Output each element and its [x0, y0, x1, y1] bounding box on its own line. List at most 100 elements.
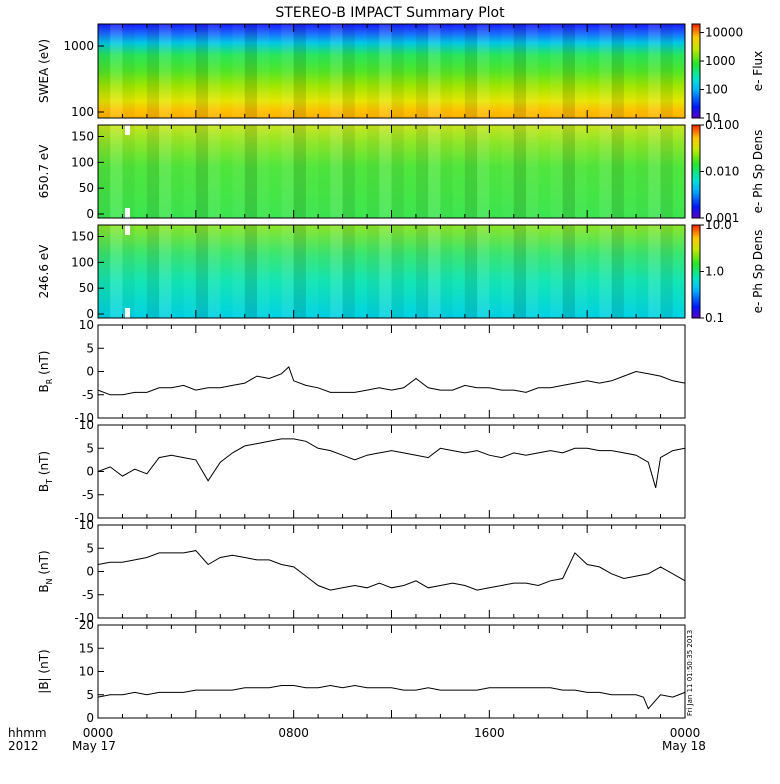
spectrogram-band	[208, 24, 221, 118]
spectrogram-band	[256, 225, 270, 318]
spectrogram-band	[464, 24, 478, 118]
spectrogram-band	[391, 24, 404, 118]
spectrogram-band	[611, 225, 624, 318]
colorbar-label: e- Flux	[751, 51, 765, 91]
spectrogram-band	[367, 225, 380, 318]
spectrogram-band	[562, 125, 575, 218]
data-gap-bottom	[125, 208, 130, 218]
spectrogram-band	[636, 125, 648, 218]
spectrogram-band	[428, 225, 441, 318]
pitch-angle-246-panel: 150 100 50 0 246.6 eV 10.0 1.0 0.1 e- Ph Sp Dens	[37, 218, 765, 325]
spectrogram-band	[489, 225, 501, 318]
spectrogram-band	[587, 125, 599, 218]
colorbar-tick-label: 0.1	[705, 311, 724, 325]
spectrogram-band	[269, 24, 281, 118]
br-panel: 10 5 0 -5 -10 BR (nT)	[37, 318, 686, 425]
spectrogram-band	[513, 225, 527, 318]
spectrogram-band	[122, 225, 135, 318]
spectrogram-band	[98, 24, 111, 118]
x-tick-label: 0000	[670, 726, 701, 740]
spectrogram-band	[306, 125, 318, 218]
spectrogram-band	[208, 125, 221, 218]
spectrogram-band	[453, 225, 465, 318]
x-tick-label: 0000	[83, 726, 114, 740]
spectrogram-band	[256, 125, 270, 218]
spectrogram-band	[624, 225, 636, 318]
y-tick-label: 100	[71, 155, 94, 169]
panel-frame	[97, 324, 686, 419]
y-tick-label: 10	[79, 318, 94, 332]
spectrogram-band	[538, 125, 550, 218]
spectrogram-band	[232, 125, 245, 218]
spectrogram-band	[342, 24, 355, 118]
colorbar-label: e- Ph Sp Dens	[751, 230, 765, 314]
spectrogram-band	[135, 225, 147, 318]
spectrogram-band	[159, 225, 172, 318]
spectrogram-band	[660, 225, 673, 318]
y-axis-label: 246.6 eV	[37, 244, 51, 299]
x-tick-label: 0800	[278, 726, 309, 740]
spectrogram-band	[281, 125, 294, 218]
spectrogram-band	[171, 225, 183, 318]
y-tick-label: 0	[86, 207, 94, 221]
y-axis-label: |B| (nT)	[37, 649, 51, 693]
series-line-bmag	[97, 684, 686, 710]
spectrogram-band	[293, 125, 306, 218]
spectrogram-band	[648, 225, 661, 318]
y-tick-label: 5	[86, 341, 94, 355]
spectrogram-band	[306, 225, 318, 318]
spectrogram-band	[526, 125, 539, 218]
y-tick-label: -5	[82, 488, 94, 502]
spectrogram-band	[415, 125, 429, 218]
spectrogram-band	[538, 225, 550, 318]
spectrogram-band	[281, 225, 294, 318]
spectrogram-band	[477, 125, 490, 218]
spectrogram-band	[550, 225, 563, 318]
series-line-br	[97, 366, 686, 396]
spectrogram-band	[232, 24, 245, 118]
spectrogram-band	[293, 24, 306, 118]
spectrogram-band	[513, 24, 527, 118]
spectrogram-band	[624, 24, 636, 118]
y-tick-label: 100	[71, 105, 94, 119]
colorbar-tick-label: 0.100	[705, 118, 739, 132]
colorbar-swea	[691, 23, 701, 119]
spectrogram-band	[562, 225, 575, 318]
spectrogram-band	[146, 24, 160, 118]
y-tick-label: 50	[79, 281, 94, 295]
spectrogram-band	[660, 24, 673, 118]
spectrogram-band	[208, 225, 221, 318]
colorbar-label: e- Ph Sp Dens	[751, 130, 765, 214]
time-axis: 0000 0800 1600 0000	[83, 726, 701, 740]
y-axis-label: BR (nT)	[37, 351, 54, 393]
spectrogram-band	[146, 125, 160, 218]
spectrogram-band	[220, 24, 232, 118]
spectrogram-band	[599, 125, 612, 218]
spectrogram-band	[330, 125, 343, 218]
spectrogram-image	[98, 125, 685, 218]
plot-title: STEREO-B IMPACT Summary Plot	[275, 5, 505, 21]
y-tick-label: 0	[86, 711, 94, 725]
spectrogram-band	[269, 125, 281, 218]
spectrogram-band	[318, 125, 330, 218]
spectrogram-band	[404, 24, 416, 118]
spectrogram-band	[489, 125, 501, 218]
data-gap-top	[125, 125, 130, 135]
spectrogram-band	[98, 125, 111, 218]
panel-frame	[97, 424, 686, 519]
spectrogram-band	[404, 125, 416, 218]
footer-hhmm: hhmm	[8, 726, 47, 740]
spectrogram-band	[660, 125, 673, 218]
y-tick-label: 0	[86, 565, 94, 579]
spectrogram-band	[244, 24, 257, 118]
spectrogram-band	[146, 225, 160, 318]
spectrogram-band	[526, 24, 539, 118]
spectrogram-band	[135, 24, 147, 118]
y-tick-label: 100	[71, 255, 94, 269]
y-axis-label: 650.7 eV	[37, 144, 51, 199]
y-tick-label: 50	[79, 181, 94, 195]
spectrogram-band	[415, 225, 429, 318]
y-tick-label: 5	[86, 688, 94, 702]
